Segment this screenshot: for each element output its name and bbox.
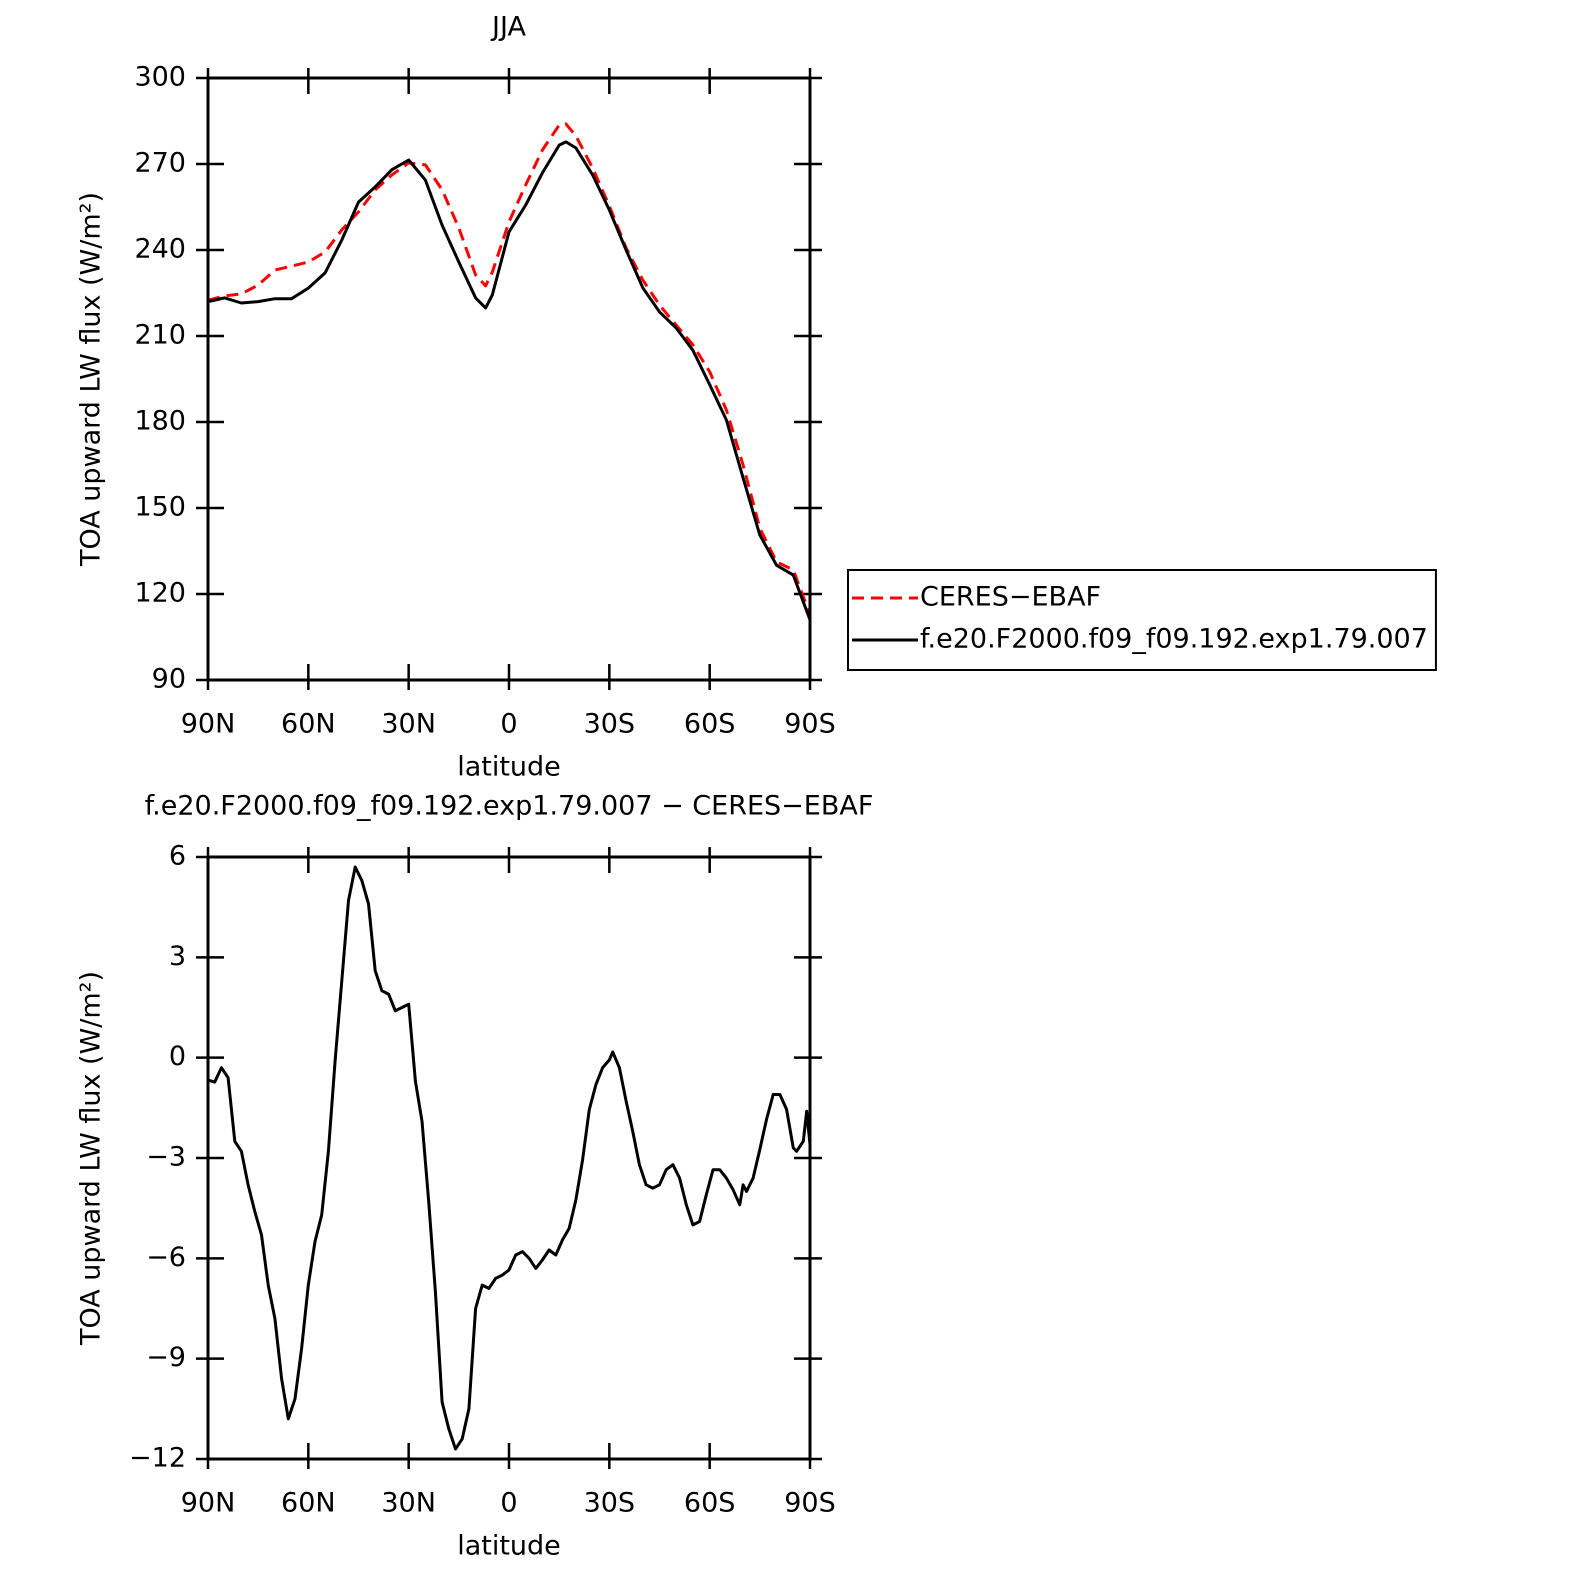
data-line	[207, 865, 812, 1451]
x-axis-label: latitude	[457, 752, 561, 783]
y-tick-label: −3	[146, 1142, 186, 1173]
x-axis-label: latitude	[457, 1531, 561, 1562]
x-tick-label: 90S	[784, 709, 836, 740]
legend-box	[847, 569, 1437, 671]
y-tick-label: −6	[146, 1242, 186, 1273]
chart-title: JJA	[490, 12, 526, 43]
y-tick-label: −9	[146, 1342, 186, 1373]
y-tick-label: 270	[134, 148, 186, 179]
y-tick-label: 300	[134, 62, 186, 93]
data-line	[207, 122, 812, 616]
y-tick-label: −12	[129, 1443, 186, 1474]
plot-frame	[206, 76, 812, 682]
x-tick-label: 30N	[381, 709, 436, 740]
x-tick-label: 60N	[281, 1488, 336, 1519]
y-tick-label: 6	[169, 841, 186, 872]
y-tick-label: 240	[134, 234, 186, 265]
y-tick-label: 180	[134, 406, 186, 437]
y-tick-label: 0	[169, 1041, 186, 1072]
y-axis-label: TOA upward LW flux (W/m²)	[76, 971, 107, 1346]
legend-label: f.e20.F2000.f09_f09.192.exp1.79.007	[920, 624, 1428, 655]
x-tick-label: 30S	[584, 709, 636, 740]
x-tick-label: 60S	[684, 709, 736, 740]
x-tick-label: 60S	[684, 1488, 736, 1519]
x-tick-label: 90S	[784, 1488, 836, 1519]
legend-label: CERES−EBAF	[920, 582, 1101, 613]
data-line	[207, 140, 812, 621]
y-tick-label: 210	[134, 320, 186, 351]
y-tick-label: 3	[169, 941, 186, 972]
x-tick-label: 30N	[381, 1488, 436, 1519]
x-tick-label: 90N	[181, 709, 236, 740]
x-tick-label: 90N	[181, 1488, 236, 1519]
x-tick-label: 0	[500, 1488, 517, 1519]
x-tick-label: 0	[500, 709, 517, 740]
y-tick-label: 120	[134, 578, 186, 609]
chart-title: f.e20.F2000.f09_f09.192.exp1.79.007 − CE…	[145, 791, 874, 822]
y-tick-label: 150	[134, 492, 186, 523]
x-tick-label: 60N	[281, 709, 336, 740]
x-tick-label: 30S	[584, 1488, 636, 1519]
y-tick-label: 90	[152, 664, 186, 695]
plot-frame	[206, 855, 812, 1461]
y-axis-label: TOA upward LW flux (W/m²)	[76, 192, 107, 567]
